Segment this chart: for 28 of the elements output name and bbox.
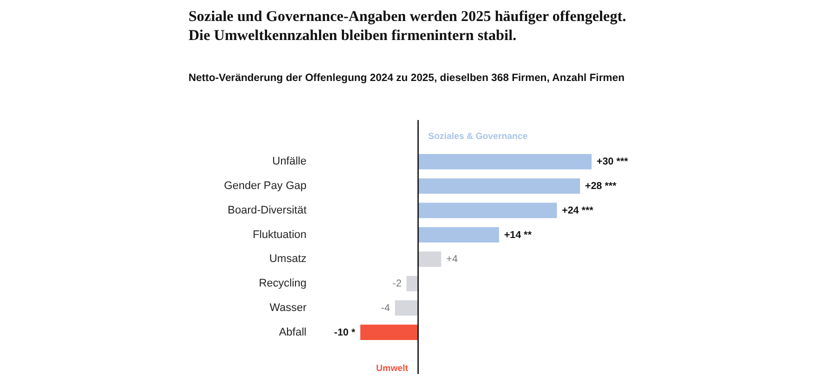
y-tick-label: Fluktuation (252, 228, 306, 241)
data-label: +14 ** (504, 230, 532, 241)
bar (406, 276, 418, 292)
data-label: +4 (446, 254, 458, 266)
data-label: -2 (392, 278, 402, 290)
data-label: +24 *** (562, 205, 594, 216)
data-label: +28 *** (585, 181, 617, 192)
y-tick-label: Recycling (258, 278, 306, 290)
data-label: +30 *** (596, 156, 628, 168)
bar (418, 202, 557, 218)
bar (418, 227, 500, 242)
y-tick-label: Board-Diversität (228, 204, 306, 216)
bar (360, 324, 418, 340)
y-tick-label: Wasser (270, 302, 307, 314)
text: Umwelt (376, 363, 408, 373)
y-tick-label: Unfälle (272, 156, 306, 168)
data-label: -10 * (334, 327, 356, 338)
bar (418, 154, 592, 170)
data-label: -4 (381, 302, 390, 314)
y-tick-label: Gender Pay Gap (224, 180, 306, 192)
bar (394, 300, 418, 316)
chart-title: Soziale und Governance-Angaben werden 2025 häufiger offengelegt. Die Umweltkennzahlen bleiben firmenintern stabil. (188, 8, 626, 44)
bar (418, 178, 580, 194)
text: Soziales & Governance (428, 131, 528, 141)
bar (418, 252, 442, 267)
y-tick-label: Umsatz (269, 253, 306, 266)
chart-subtitle: Netto-Veränderung der Offenlegung 2024 zu 2025, dieselben 368 Firmen, Anzahl Firmen (188, 72, 625, 84)
y-tick-label: Abfall (278, 326, 306, 338)
